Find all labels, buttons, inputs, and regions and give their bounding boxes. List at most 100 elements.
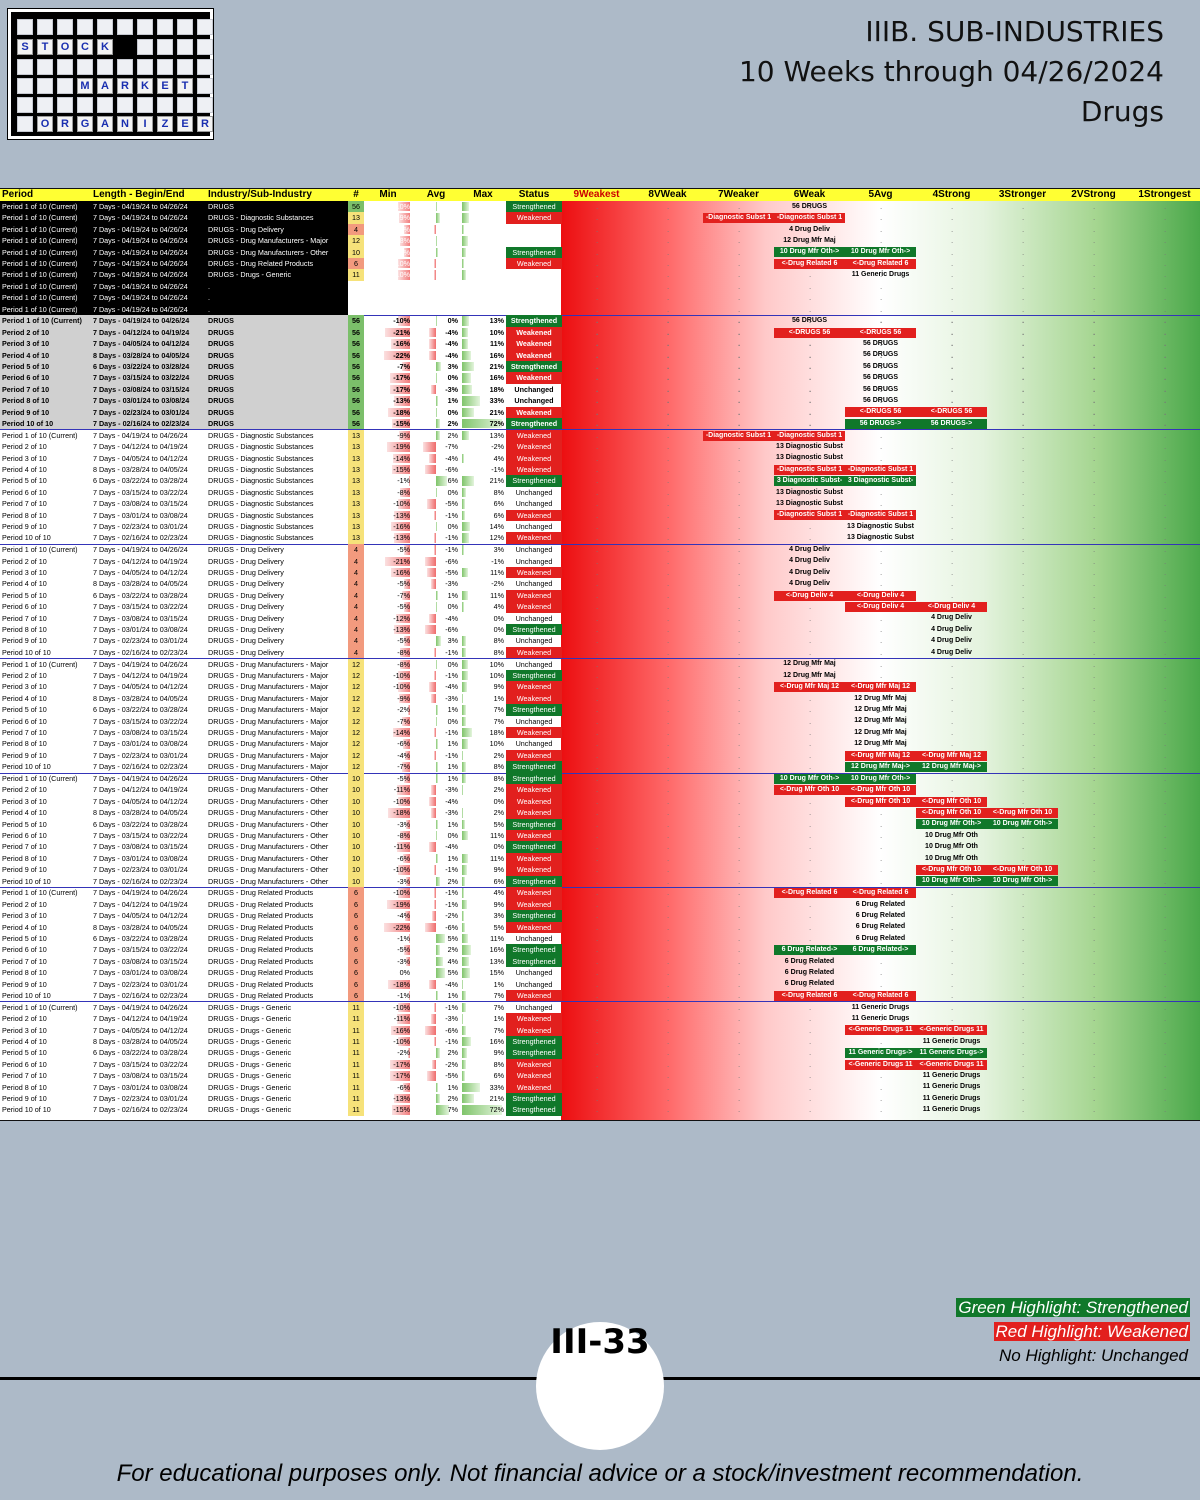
rank-cell-placeholder: . [667,705,670,715]
rank-cell-placeholder: . [596,384,599,394]
rank-cell-placeholder: . [951,281,954,291]
min-databar [404,945,410,955]
count-cell: 12 [348,704,364,716]
rank-cell-placeholder: . [667,1094,670,1103]
rank-cell-placeholder: . [1164,1002,1167,1012]
industry-cell: DRUGS - Drug Manufacturers - Major [208,671,329,680]
status-cell: Weakened [506,692,562,705]
max-cell: 5% [493,819,504,829]
rank-cell-placeholder: . [1093,316,1096,326]
rank-cell-placeholder: . [667,762,670,772]
industry-cell: DRUGS - Drug Manufacturers - Other [208,808,329,818]
length-cell: 7 Days - 04/19/24 to 04/26/24 [93,430,188,440]
rank-cell-placeholder: . [738,1014,741,1024]
rank-cell-placeholder: . [738,247,741,257]
rank-marker: 12 Drug Mfr Maj [783,671,836,679]
count-cell: 11 [348,1070,364,1082]
max-databar [462,316,470,326]
avg-databar [436,1094,440,1104]
rank-cell-placeholder: . [667,659,670,669]
avg-cell: -3% [445,579,458,589]
table-row: Period 5 of 10 6 Days - 03/22/24 to 03/28… [0,704,1200,716]
period-cell: Period 2 of 10 [2,899,47,909]
avg-databar [436,968,445,978]
rank-cell-placeholder: . [1164,934,1167,943]
rank-cell-placeholder: . [1093,785,1096,795]
rank-cell-placeholder: . [1164,682,1167,692]
rank-cell-placeholder: . [596,362,599,371]
table-row: Period 1 of 10 (Current) 7 Days - 04/19/2… [0,223,1200,236]
min-databar [398,682,410,692]
status-cell: Strengthened [506,1093,562,1105]
rank-cell-placeholder: . [1164,647,1167,657]
rank-cell-placeholder: . [951,899,954,909]
length-cell: 6 Days - 03/22/24 to 03/28/24 [93,362,190,371]
period-cell: Period 5 of 10 [2,1048,47,1058]
min-databar [392,419,410,429]
status-cell: Weakened [506,864,562,876]
max-databar [462,647,467,658]
min-cell: -10% [393,796,410,806]
rank-cell-placeholder: . [1022,888,1025,898]
rank-cell-placeholder: . [738,316,741,326]
max-databar [462,853,469,864]
table-row: Period 8 of 10 7 Days - 03/01/24 to 03/08… [0,967,1200,979]
avg-cell: 2% [447,1094,458,1103]
max-databar [462,945,471,955]
rank-cell-placeholder: . [738,979,741,989]
table-row: Period 8 of 10 7 Days - 03/01/24 to 03/08… [0,1081,1200,1093]
length-cell: 7 Days - 04/05/24 to 04/12/24 [93,682,188,692]
rank-cell-placeholder: . [1093,590,1096,600]
rank-cell-placeholder: . [1164,602,1167,612]
length-cell: 7 Days - 04/05/24 to 04/12/24 [93,911,188,921]
avg-cell: 1% [447,774,458,783]
rank-cell-placeholder: . [596,716,599,726]
rank-cell-placeholder: . [880,373,883,383]
max-cell: 10% [489,739,504,749]
rank-cell-placeholder: . [596,202,599,211]
rank-marker: 13 Diagnostic Subst [776,488,843,496]
rank-cell-placeholder: . [1093,682,1096,692]
rank-cell-placeholder: . [880,1071,883,1081]
status-cell: Strengthened [506,315,562,327]
min-cell: -6% [397,1082,410,1092]
max-cell: 3% [493,224,504,234]
length-cell: 7 Days - 04/12/24 to 04/19/24 [93,1014,188,1024]
avg-cell: 0% [447,659,458,669]
rank-marker: 10 Drug Mfr Oth [925,831,978,839]
max-cell: 9% [493,899,504,909]
table-row: Period 8 of 10 7 Days - 03/01/24 to 03/08… [0,738,1200,750]
logo-tile: R [57,116,73,132]
rank-marker: 6 Drug Related-> [774,945,845,956]
rank-cell-placeholder: . [809,270,812,280]
count-cell: 4 [348,589,364,602]
min-databar [402,853,410,864]
logo-tile [117,97,133,113]
count-cell: 6 [348,887,364,899]
logo-tile [77,19,93,35]
count-cell: 11 [348,269,364,281]
min-cell: -5% [397,636,410,646]
length-cell: 7 Days - 03/15/24 to 03/22/24 [93,602,188,612]
rank-cell-placeholder: . [951,499,954,509]
max-cell: 8% [493,247,504,257]
count-cell: 4 [348,223,364,236]
min-databar [394,533,410,543]
max-databar [462,1025,466,1035]
avg-cell: -4% [445,796,458,806]
industry-cell: DRUGS - Drug Manufacturers - Major [208,236,329,246]
avg-databar [428,842,436,852]
max-cell: 0% [493,842,504,852]
length-cell: 7 Days - 03/01/24 to 03/08/24 [93,853,188,863]
logo-tile [157,19,173,35]
rank-cell-placeholder: . [667,922,670,932]
avg-cell: 1% [447,705,458,715]
max-databar [462,1002,466,1013]
rank-cell-placeholder: . [951,350,954,360]
avg-databar [434,750,436,761]
max-cell: 11% [490,831,504,840]
table-row: Period 5 of 10 6 Days - 03/22/24 to 03/28… [0,818,1200,830]
table-row: Period 2 of 10 7 Days - 04/12/24 to 04/19… [0,784,1200,796]
rank-marker: 13 Diagnostic Subst [776,499,843,507]
avg-databar [423,442,436,452]
